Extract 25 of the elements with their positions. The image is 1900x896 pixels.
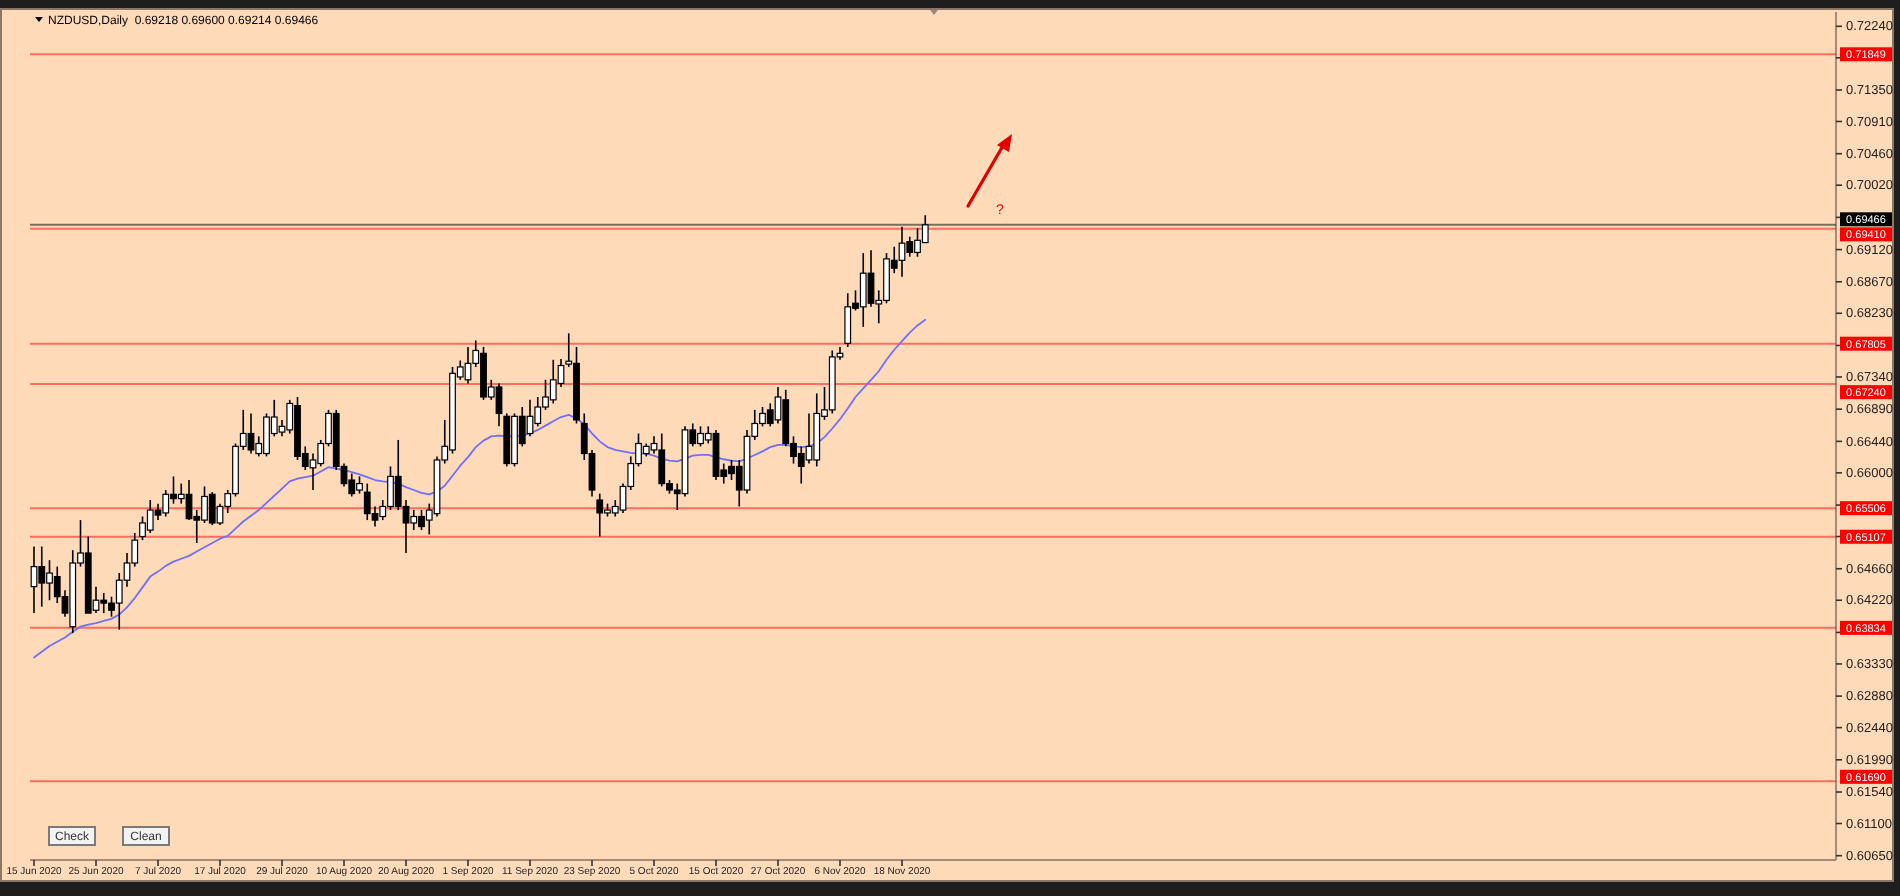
candlestick [46, 559, 53, 602]
candlestick [813, 392, 821, 468]
candlestick [697, 425, 704, 448]
candlestick [363, 482, 371, 521]
candlestick [549, 358, 557, 405]
candlestick [38, 545, 46, 608]
candlestick [348, 472, 356, 498]
candlestick [511, 412, 518, 468]
candlestick [480, 346, 487, 401]
candlestick [418, 509, 425, 531]
candlestick [146, 499, 154, 534]
candlestick [534, 396, 542, 428]
candlestick [162, 489, 170, 518]
candlestick [859, 252, 867, 328]
candlestick [658, 432, 666, 488]
candlestick [914, 227, 921, 258]
candlestick [805, 412, 813, 465]
line-series [33, 318, 927, 659]
candlestick [596, 492, 604, 538]
candlestick [208, 491, 216, 526]
candlestick [844, 292, 852, 348]
candlestick [898, 225, 906, 278]
candlestick [247, 412, 255, 455]
candlestick [410, 509, 418, 531]
candlestick [100, 592, 108, 614]
